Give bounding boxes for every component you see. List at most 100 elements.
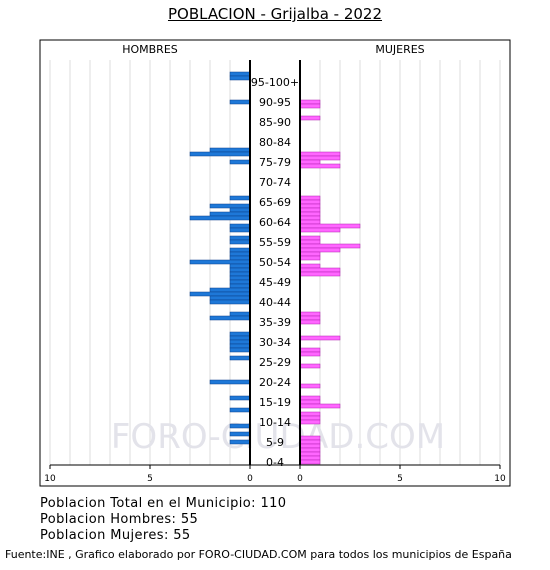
- bar-mujeres: [299, 419, 321, 425]
- age-group-label: 80-84: [259, 136, 291, 149]
- bar-mujeres: [299, 219, 321, 225]
- bar-mujeres: [299, 443, 321, 449]
- bar-mujeres: [299, 335, 341, 341]
- bar-hombres: [229, 347, 251, 353]
- bar-mujeres: [299, 235, 321, 241]
- bar-mujeres: [299, 215, 321, 221]
- bar-mujeres: [299, 399, 321, 405]
- bar-mujeres: [299, 159, 321, 165]
- age-group-label: 70-74: [259, 176, 291, 189]
- bar-mujeres: [299, 199, 321, 205]
- bar-mujeres: [299, 311, 321, 317]
- bar-mujeres: [299, 411, 321, 417]
- age-group-label: 20-24: [259, 376, 291, 389]
- bar-hombres: [209, 147, 251, 153]
- bar-mujeres: [299, 151, 341, 157]
- bar-mujeres: [299, 223, 361, 229]
- age-group-label: 5-9: [266, 436, 284, 449]
- x-ticks: 10 5 0 0 5 10: [44, 465, 506, 484]
- bar-hombres: [229, 75, 251, 81]
- age-group-label: 25-29: [259, 356, 291, 369]
- bar-mujeres: [299, 395, 321, 401]
- bar-hombres: [229, 239, 251, 245]
- age-group-label: 55-59: [259, 236, 291, 249]
- bar-hombres: [209, 211, 251, 217]
- bar-mujeres: [299, 455, 321, 461]
- bar-mujeres: [299, 243, 361, 249]
- bar-hombres: [229, 343, 251, 349]
- x-tick-label: 0: [297, 474, 303, 484]
- bar-hombres: [229, 335, 251, 341]
- bar-mujeres: [299, 195, 321, 201]
- bar-hombres: [189, 259, 251, 265]
- age-labels: 95-100+ 90-95 85-90 80-84 75-79 70-74 65-69 60-…: [251, 76, 299, 469]
- age-group-label: 0-4: [266, 456, 284, 469]
- age-group-label: 90-95: [259, 96, 291, 109]
- watermark: FORO-CIUDAD.COM: [111, 417, 445, 457]
- bar-hombres: [229, 227, 251, 233]
- bar-hombres: [209, 287, 251, 293]
- footer-source: Fuente:INE , Grafico elaborado por FORO-…: [5, 548, 512, 561]
- bar-mujeres: [299, 263, 321, 269]
- chart-title: POBLACION - Grijalba - 2022: [167, 5, 383, 23]
- age-group-label: 95-100+: [251, 76, 299, 89]
- age-group-label: 35-39: [259, 316, 291, 329]
- bar-hombres: [229, 71, 251, 77]
- bar-mujeres: [299, 247, 341, 253]
- x-tick-label: 0: [247, 474, 253, 484]
- bar-hombres: [229, 223, 251, 229]
- bar-mujeres: [299, 435, 321, 441]
- bar-mujeres: [299, 347, 321, 353]
- plot-frame: [39, 39, 511, 487]
- x-tick-label: 5: [147, 474, 153, 484]
- bar-mujeres: [299, 163, 341, 169]
- bar-mujeres: [299, 447, 321, 453]
- bar-hombres: [229, 255, 251, 261]
- bar-hombres: [229, 207, 251, 213]
- bar-hombres: [229, 423, 251, 429]
- bar-mujeres: [299, 439, 321, 445]
- bar-hombres: [229, 279, 251, 285]
- gridlines: [49, 60, 501, 465]
- bar-mujeres: [299, 383, 321, 389]
- bar-hombres: [229, 263, 251, 269]
- bar-hombres: [229, 339, 251, 345]
- age-group-label: 75-79: [259, 156, 291, 169]
- bar-mujeres: [299, 451, 321, 457]
- bar-hombres: [229, 99, 251, 105]
- bar-mujeres: [299, 227, 341, 233]
- bar-hombres: [229, 275, 251, 281]
- mujeres-header: MUJERES: [375, 43, 424, 56]
- bar-hombres: [229, 235, 251, 241]
- stat-hombres: Poblacion Hombres: 55: [40, 512, 199, 527]
- bar-mujeres: [299, 255, 321, 261]
- bar-hombres: [229, 267, 251, 273]
- bar-hombres: [229, 355, 251, 361]
- bar-hombres: [229, 283, 251, 289]
- bar-hombres: [229, 271, 251, 277]
- age-group-label: 65-69: [259, 196, 291, 209]
- bar-mujeres: [299, 207, 321, 213]
- bar-mujeres: [299, 351, 321, 357]
- bar-mujeres: [299, 403, 341, 409]
- bar-mujeres: [299, 211, 321, 217]
- stat-total: Poblacion Total en el Municipio: 110: [40, 496, 287, 511]
- age-group-label: 30-34: [259, 336, 291, 349]
- bar-hombres: [209, 203, 251, 209]
- bar-mujeres: [299, 155, 341, 161]
- age-group-label: 85-90: [259, 116, 291, 129]
- bar-hombres: [229, 331, 251, 337]
- bar-hombres: [229, 247, 251, 253]
- stat-mujeres: Poblacion Mujeres: 55: [40, 528, 191, 543]
- bar-mujeres: [299, 251, 321, 257]
- bar-mujeres: [299, 239, 321, 245]
- bar-hombres: [229, 431, 251, 437]
- bar-hombres: [209, 295, 251, 301]
- bar-mujeres: [299, 319, 321, 325]
- bar-mujeres: [299, 203, 321, 209]
- bar-hombres: [189, 215, 251, 221]
- age-group-label: 10-14: [259, 416, 291, 429]
- bar-hombres: [229, 251, 251, 257]
- hombres-header: HOMBRES: [122, 43, 178, 56]
